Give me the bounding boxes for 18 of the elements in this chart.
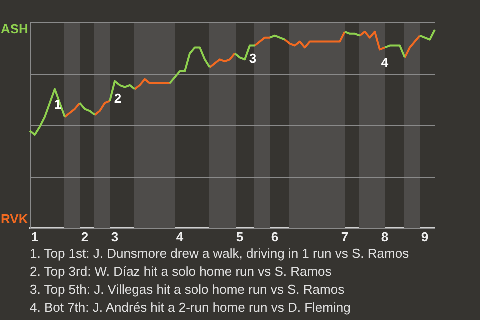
x-tick-label: 6: [271, 229, 279, 244]
x-tick-label: 5: [236, 229, 244, 244]
x-tick-label: 9: [421, 229, 429, 244]
text: 2. Top 3rd: W. Díaz hit a solo home run vs S. Ramos: [30, 263, 333, 281]
x-tick-label: 8: [381, 229, 389, 244]
x-tick-label: 3: [111, 229, 119, 244]
x-tick-label: 4: [176, 229, 184, 244]
text: 4. Bot 7th: J. Andrés hit a 2-run home run vs D. Fleming: [30, 299, 352, 317]
text: 3. Top 5th: J. Villegas hit a solo home run vs S. Ramos: [30, 281, 346, 299]
text: RVK: [1, 212, 29, 227]
x-tick-label: 1: [31, 229, 39, 244]
text: 1. Top 1st: J. Dunsmore drew a walk, driving in 1 run vs S. Ramos: [30, 245, 410, 263]
annotation: 4: [381, 55, 390, 70]
annotation: 2: [114, 90, 122, 106]
x-tick-label: 7: [341, 229, 349, 244]
annotation: 3: [249, 51, 257, 66]
x-tick-label: 2: [81, 229, 89, 244]
text: ASH: [1, 22, 28, 37]
